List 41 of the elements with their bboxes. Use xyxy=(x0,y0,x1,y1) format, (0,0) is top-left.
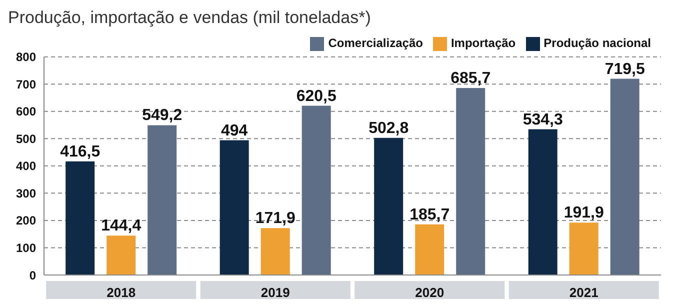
data-label: 685,7 xyxy=(450,70,491,87)
data-label: 534,3 xyxy=(522,111,563,128)
data-label: 502,8 xyxy=(368,120,409,137)
y-tick-label: 300 xyxy=(16,186,36,200)
bar xyxy=(374,138,404,275)
y-tick-label: 600 xyxy=(16,104,36,119)
y-tick-label: 800 xyxy=(16,50,36,64)
data-label: 416,5 xyxy=(60,143,100,160)
legend-label: Comercialização xyxy=(328,36,423,50)
bar xyxy=(456,88,486,275)
y-tick-label: 700 xyxy=(16,77,36,92)
data-label: 144,4 xyxy=(101,218,142,235)
data-label: 494 xyxy=(220,122,248,140)
y-tick-label: 0 xyxy=(29,268,36,282)
data-label: 620,5 xyxy=(296,88,336,105)
bar xyxy=(106,236,136,275)
bar xyxy=(302,106,331,275)
x-tick-label: 2018 xyxy=(106,285,136,300)
bar xyxy=(569,222,598,275)
data-label: 191,9 xyxy=(564,204,604,222)
legend-label: Importação xyxy=(450,36,516,50)
chart-title: Produção, importação e vendas (mil toneladas*) xyxy=(8,8,372,29)
data-label: 185,7 xyxy=(410,206,450,224)
y-tick-label: 500 xyxy=(16,132,36,146)
bar xyxy=(220,140,249,275)
bar xyxy=(148,125,177,275)
bar xyxy=(415,224,444,275)
y-tick-label: 400 xyxy=(16,159,36,174)
data-label: 171,9 xyxy=(255,210,296,228)
x-tick-label: 2019 xyxy=(260,285,290,300)
x-tick-label: 2020 xyxy=(415,285,444,300)
data-label: 719,5 xyxy=(604,60,645,78)
data-label: 549,2 xyxy=(142,107,182,124)
y-tick-label: 100 xyxy=(16,240,36,255)
x-tick-label: 2021 xyxy=(569,285,598,300)
bar xyxy=(528,129,558,275)
y-tick-label: 200 xyxy=(16,214,36,228)
bar xyxy=(260,228,290,275)
bar xyxy=(610,78,640,275)
bar xyxy=(66,161,95,275)
legend-label: Produção nacional xyxy=(544,36,651,50)
